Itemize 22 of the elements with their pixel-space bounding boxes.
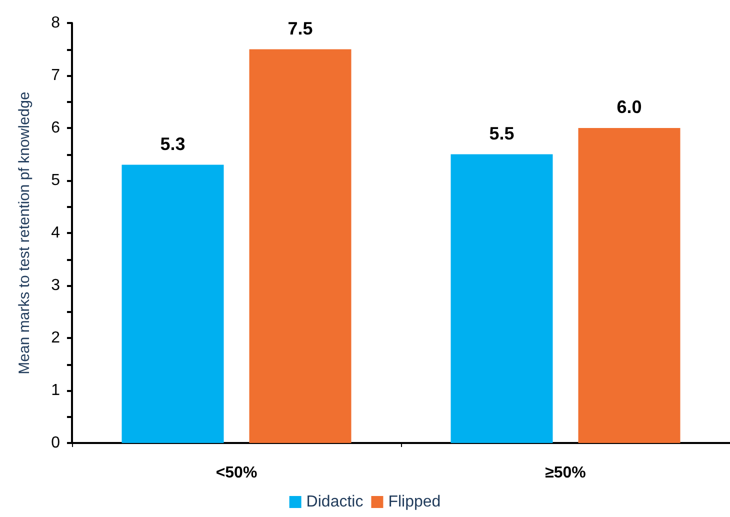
y-tick-label: 7 <box>51 67 60 84</box>
y-tick-label: 8 <box>51 14 60 32</box>
data-label: 6.0 <box>616 97 642 117</box>
bar <box>122 164 224 443</box>
bar <box>450 154 553 443</box>
bar <box>578 128 680 443</box>
y-axis-title: Mean marks to test retention pf knowledge <box>16 92 33 374</box>
data-label: 5.5 <box>489 123 514 144</box>
x-tick-label: <50% <box>216 464 258 482</box>
y-tick-label: 4 <box>51 224 60 242</box>
x-tick-label: ≥50% <box>545 464 586 482</box>
y-tick-label: 2 <box>51 330 60 346</box>
y-tick-label: 1 <box>51 382 60 399</box>
legend-label: Flipped <box>388 494 441 510</box>
data-label: 7.5 <box>288 18 313 38</box>
legend-label: Didactic <box>306 494 364 510</box>
y-tick-label: 0 <box>51 434 60 452</box>
y-tick-label: 5 <box>51 172 60 189</box>
bar <box>249 49 352 443</box>
data-label: 5.3 <box>160 134 186 154</box>
y-tick-label: 6 <box>51 120 60 136</box>
y-tick-label: 3 <box>51 277 60 294</box>
